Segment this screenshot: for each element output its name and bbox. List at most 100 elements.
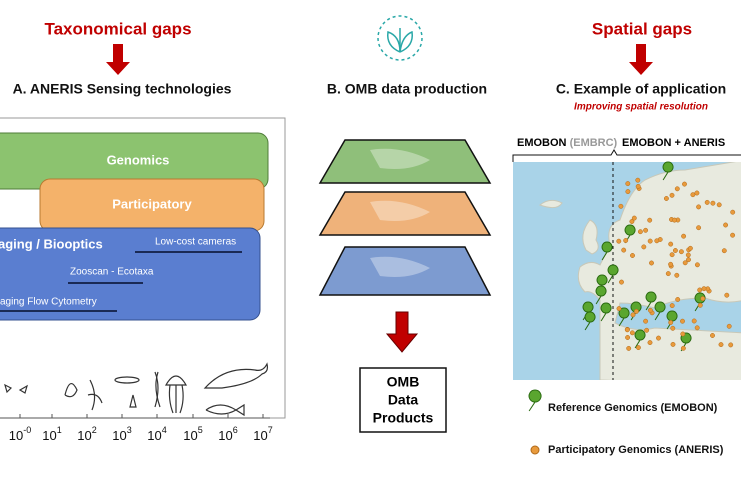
participatory-marker — [621, 247, 627, 253]
participatory-marker — [682, 260, 688, 266]
axis-exp: 4 — [162, 425, 167, 435]
axis-label: 105 — [183, 425, 202, 443]
axis-label: 101 — [42, 425, 61, 443]
legend-label: Reference Genomics (EMOBON) — [548, 402, 718, 414]
participatory-marker — [697, 302, 703, 308]
participatory-marker — [710, 333, 715, 338]
participatory-marker — [635, 177, 641, 183]
label-note: (EMBRC) — [570, 137, 618, 149]
participatory-marker — [643, 318, 649, 324]
legend-label: Participatory Genomics (ANERIS) — [548, 444, 724, 456]
output-box — [359, 367, 447, 433]
axis-exp: 3 — [127, 425, 132, 435]
participatory-marker — [723, 222, 729, 228]
participatory-marker — [696, 225, 702, 231]
participatory-marker — [668, 241, 674, 247]
reference-marker — [662, 161, 674, 181]
box-label: Genomics — [107, 152, 170, 167]
axis-exp: 6 — [233, 425, 238, 435]
participatory-marker — [700, 296, 706, 302]
output-line: OMB — [387, 374, 420, 390]
reference-marker — [666, 310, 678, 330]
reference-marker — [624, 224, 636, 244]
axis-base: 10 — [112, 428, 126, 443]
participatory-marker — [624, 327, 630, 333]
participatory-marker — [697, 287, 703, 293]
participatory-marker — [665, 271, 671, 277]
output-line: Products — [373, 410, 434, 426]
participatory-marker — [630, 312, 636, 318]
participatory-marker — [718, 342, 724, 348]
tool-label: aging Flow Cytometry — [0, 297, 97, 308]
participatory-marker — [681, 233, 687, 239]
participatory-marker — [629, 219, 635, 224]
label-main: EMOBON — [517, 137, 567, 149]
axis-base: 10 — [9, 428, 23, 443]
reference-marker — [618, 307, 630, 327]
participatory-marker — [616, 306, 622, 312]
axis-base: 10 — [253, 428, 267, 443]
map-label: EMOBON (EMBRC) — [517, 137, 618, 149]
output-line: Data — [388, 392, 419, 408]
gap-title: Spatial gaps — [592, 19, 692, 38]
participatory-marker — [728, 342, 734, 348]
reference-marker — [600, 302, 612, 322]
participatory-marker — [625, 181, 631, 187]
participatory-marker — [724, 292, 730, 298]
axis-exp: 7 — [268, 425, 273, 435]
participatory-marker — [637, 229, 643, 235]
participatory-marker — [686, 257, 691, 263]
axis-label: 102 — [77, 425, 96, 443]
participatory-marker — [680, 345, 686, 351]
participatory-marker — [647, 340, 653, 346]
participatory-marker — [656, 335, 661, 341]
participatory-marker — [647, 238, 653, 244]
participatory-marker — [704, 199, 710, 205]
axis-labels: 10-0 101 102 103 104 105 106 107 — [9, 414, 273, 443]
participatory-marker — [730, 209, 736, 215]
participatory-marker — [649, 260, 654, 266]
axis-label: 106 — [218, 425, 237, 443]
axis-exp: -0 — [23, 425, 31, 435]
participatory-marker — [619, 279, 624, 285]
bracket — [512, 149, 741, 162]
axis-label: 104 — [147, 425, 166, 443]
participatory-marker — [696, 204, 702, 210]
axis-base: 10 — [147, 428, 161, 443]
participatory-marker — [647, 307, 653, 313]
arrow — [629, 44, 653, 75]
participatory-marker — [644, 327, 650, 333]
site-markers — [582, 161, 736, 352]
participatory-marker — [630, 253, 635, 258]
participatory-marker — [669, 192, 675, 198]
axis-exp: 5 — [198, 425, 203, 435]
gap-title: Taxonomical gaps — [44, 19, 191, 38]
tool-label: Zooscan - Ecotaxa — [70, 267, 154, 278]
axis-label: 10-0 — [9, 425, 31, 443]
organism-icons — [4, 362, 269, 417]
logo — [377, 15, 423, 61]
participatory-marker — [685, 252, 691, 258]
participatory-marker — [674, 186, 680, 192]
participatory-marker — [663, 196, 669, 201]
subheading: Improving spatial resolution — [574, 102, 708, 113]
participatory-marker — [716, 202, 722, 208]
legend-marker — [528, 389, 542, 412]
participatory-marker — [674, 272, 680, 278]
participatory-marker — [641, 244, 647, 250]
participatory-marker — [623, 238, 629, 243]
arrow — [385, 311, 419, 353]
participatory-marker — [635, 183, 641, 189]
participatory-marker — [687, 245, 693, 251]
reference-marker — [645, 291, 657, 311]
map-texture — [370, 148, 430, 277]
participatory-marker — [694, 190, 700, 196]
participatory-marker — [633, 308, 639, 314]
participatory-marker — [635, 345, 641, 351]
participatory-marker — [694, 325, 700, 331]
participatory-marker — [701, 286, 707, 292]
reference-marker — [595, 285, 607, 305]
participatory-marker — [631, 215, 637, 221]
axis-base: 10 — [218, 428, 232, 443]
